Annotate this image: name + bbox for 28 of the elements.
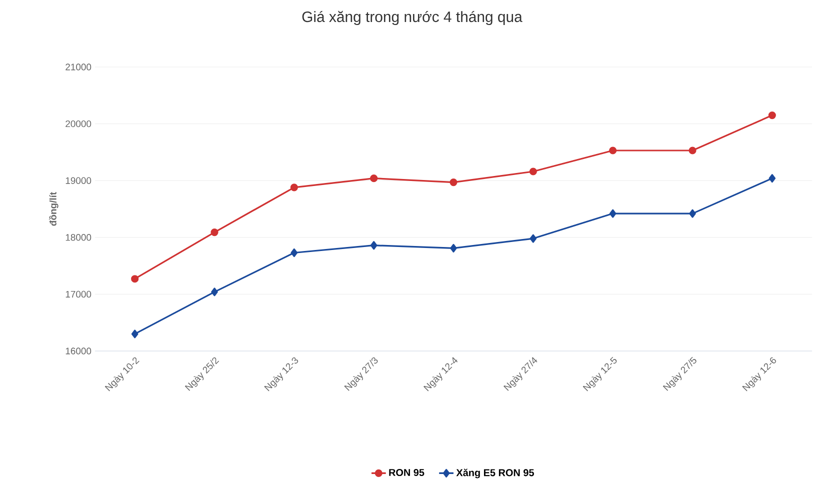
point <box>450 178 458 186</box>
point <box>530 234 537 243</box>
y-tick-label: 19000 <box>66 177 92 184</box>
legend-label: RON 95 <box>389 468 424 476</box>
point <box>768 174 776 183</box>
y-tick-label: 17000 <box>66 290 92 298</box>
point <box>450 244 457 252</box>
point <box>688 146 696 154</box>
y-tick-label: 16000 <box>66 348 92 354</box>
point <box>290 248 298 258</box>
y-tick-label: 18000 <box>66 234 92 241</box>
point <box>529 168 537 176</box>
chart-title: Giá xăng trong nước 4 tháng qua <box>302 10 522 26</box>
point <box>370 241 378 250</box>
point <box>689 209 696 218</box>
point <box>131 330 138 338</box>
point <box>131 275 139 283</box>
point <box>609 146 617 154</box>
y-tick-label: 21000 <box>66 64 92 70</box>
y-tick-label: 20000 <box>66 120 92 128</box>
point <box>370 174 378 182</box>
point <box>609 209 616 218</box>
y-axis-title: đồng/lít <box>49 192 58 226</box>
legend-label: Xăng E5 RON 95 <box>456 468 534 478</box>
point <box>210 228 218 236</box>
point <box>768 111 776 120</box>
point <box>211 288 218 296</box>
point <box>290 184 298 192</box>
